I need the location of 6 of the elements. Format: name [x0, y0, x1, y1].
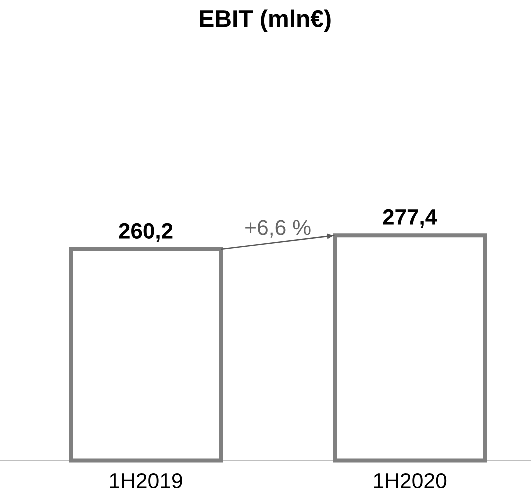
annotation: +6,6 %	[246, 220, 311, 238]
x-tick-label: 1H2020	[374, 473, 447, 489]
data-label: 260,2	[119, 223, 173, 242]
chart-title: EBIT (mln€)	[200, 10, 331, 32]
data-label: 277,4	[383, 209, 438, 228]
x-tick-label: 1H2019	[110, 473, 182, 489]
